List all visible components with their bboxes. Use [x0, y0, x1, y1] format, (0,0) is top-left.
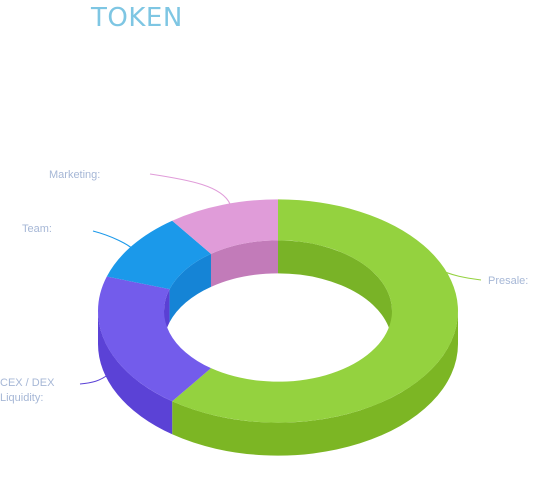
- donut: [97, 199, 459, 456]
- outer-wall: [98, 311, 173, 435]
- inner-wall: [278, 240, 392, 344]
- leader-line: [79, 373, 110, 385]
- label-marketing: Marketing:: [49, 169, 101, 181]
- chart-title: TOKEN: [91, 3, 183, 33]
- label-team: Team:: [22, 223, 52, 235]
- inner-wall: [169, 253, 211, 323]
- leader-line: [149, 173, 231, 205]
- slice-team: [106, 220, 211, 290]
- label-presale: Presale:: [488, 275, 529, 287]
- inner-wall: [210, 240, 278, 287]
- slice-cex-dex-liquidity: [97, 276, 211, 402]
- label-cex-dex-liquidity: CEX / DEX Liquidity:: [0, 377, 55, 404]
- outer-wall: [172, 311, 459, 456]
- slice-presale: [172, 199, 458, 423]
- slice-marketing: [172, 199, 278, 254]
